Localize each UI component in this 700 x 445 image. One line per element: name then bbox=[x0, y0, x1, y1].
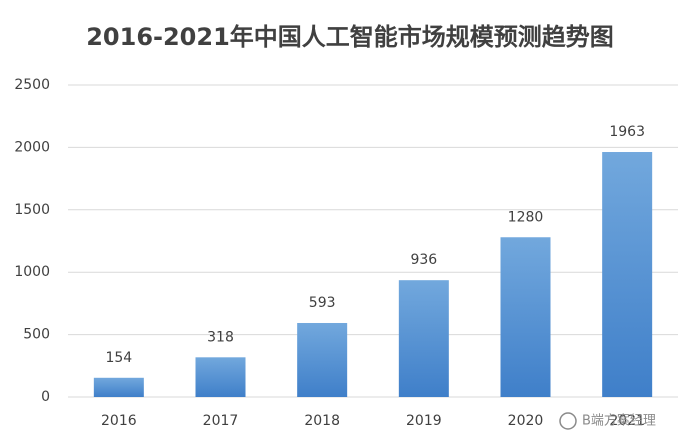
x-tick-label: 2020 bbox=[508, 413, 544, 429]
bar bbox=[93, 377, 144, 397]
data-label: 1280 bbox=[508, 209, 544, 225]
y-tick-label: 2000 bbox=[14, 139, 50, 155]
x-tick-label: 2018 bbox=[304, 413, 340, 429]
watermark-text: B端方案经理 bbox=[582, 413, 656, 429]
chart-title: 2016-2021年中国人工智能市场规模预测趋势图 bbox=[86, 23, 614, 51]
bar bbox=[500, 237, 551, 397]
watermark-icon bbox=[559, 412, 577, 430]
y-tick-label: 2500 bbox=[14, 77, 50, 93]
data-label: 936 bbox=[410, 252, 437, 268]
x-tick-label: 2016 bbox=[101, 413, 137, 429]
x-tick-label: 2021 bbox=[609, 413, 645, 429]
x-tick-label: 2017 bbox=[203, 413, 239, 429]
data-label: 318 bbox=[207, 329, 234, 345]
bar bbox=[297, 322, 348, 397]
y-tick-label: 500 bbox=[23, 327, 50, 343]
y-tick-label: 1000 bbox=[14, 264, 50, 280]
y-tick-label: 0 bbox=[41, 389, 50, 405]
bar bbox=[602, 152, 653, 397]
bar bbox=[195, 357, 246, 397]
y-tick-label: 1500 bbox=[14, 202, 50, 218]
x-tick-label: 2019 bbox=[406, 413, 442, 429]
watermark: B端方案经理 bbox=[559, 412, 656, 430]
data-label: 1963 bbox=[609, 124, 645, 140]
data-label: 154 bbox=[105, 350, 132, 366]
bar bbox=[398, 280, 449, 397]
data-label: 593 bbox=[309, 295, 336, 311]
